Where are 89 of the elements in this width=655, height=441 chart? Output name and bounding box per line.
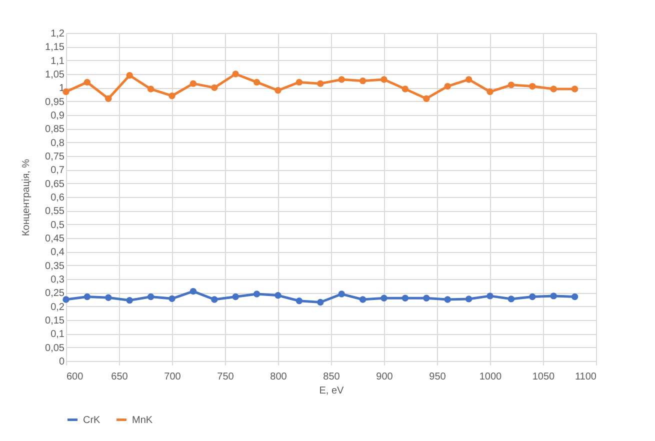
y-tick-label: 1,2 (50, 28, 65, 40)
y-tick-label: 0,05 (45, 342, 65, 354)
y-tick-label: 0,2 (50, 302, 65, 313)
point (508, 82, 515, 88)
point (274, 87, 282, 94)
point (338, 290, 345, 298)
point (359, 296, 366, 303)
x-tick-label: 650 (111, 372, 128, 382)
x-tick-label: 800 (270, 372, 288, 382)
y-tick-label: 1,15 (45, 42, 65, 54)
point (444, 82, 451, 90)
point (274, 292, 282, 299)
point (423, 294, 430, 302)
point (486, 292, 494, 300)
x-tick-label: 700 (164, 372, 182, 382)
point (84, 78, 91, 86)
x-tick-label: 900 (376, 372, 394, 382)
point (126, 72, 133, 79)
point (529, 293, 536, 300)
point (105, 95, 112, 102)
y-tick-label: 0,3 (50, 274, 65, 286)
point (84, 293, 91, 300)
point (380, 76, 388, 83)
point (571, 86, 578, 92)
point (62, 296, 70, 303)
point (486, 88, 494, 96)
y-tick-label: 0,9 (50, 110, 65, 122)
y-tick-label: 0,25 (45, 288, 65, 300)
legend-label: CrK (83, 414, 101, 426)
point (465, 76, 472, 83)
y-tick-label: 0,8 (50, 138, 65, 149)
point (253, 290, 260, 298)
point (190, 288, 197, 295)
point (508, 296, 515, 302)
point (147, 86, 154, 92)
y-tick-label: 0 (58, 356, 65, 368)
point (402, 86, 409, 92)
point (232, 70, 239, 78)
x-tick-label: 950 (429, 372, 446, 382)
point (147, 293, 154, 300)
y-tick-label: 0,65 (45, 178, 65, 190)
y-tick-label: 0,1 (50, 329, 65, 340)
point (168, 92, 176, 100)
x-axis-title: E, eV (319, 386, 344, 396)
point (571, 293, 578, 300)
point (296, 78, 303, 86)
legend-label: MnK (132, 414, 153, 426)
x-tick-label: 1000 (479, 372, 502, 382)
point (465, 296, 472, 302)
point (550, 292, 557, 300)
point (296, 298, 303, 304)
y-tick-label: 0,45 (45, 234, 65, 244)
y-axis-title: Концентрація, % (21, 158, 32, 236)
point (253, 78, 260, 86)
y-tick-label: 0,7 (50, 165, 65, 176)
y-tick-label: 0,75 (45, 152, 65, 162)
y-tick-label: 0,95 (45, 96, 65, 108)
point (338, 76, 345, 83)
point (62, 88, 70, 96)
point (529, 82, 536, 90)
x-tick-label: 750 (217, 372, 234, 382)
point (211, 84, 218, 92)
point (380, 294, 388, 302)
point (211, 296, 218, 303)
y-tick-label: 0,5 (50, 220, 65, 231)
y-tick-label: 0,85 (45, 124, 65, 136)
x-tick-label: 1100 (574, 372, 597, 382)
point (317, 80, 324, 87)
x-tick-label: 600 (66, 372, 84, 382)
point (232, 293, 239, 300)
point (402, 294, 409, 302)
point (190, 80, 197, 87)
point (105, 294, 112, 301)
point (359, 77, 366, 84)
point (550, 86, 557, 92)
point (423, 95, 430, 102)
point (317, 298, 324, 306)
x-tick-label: 850 (323, 372, 340, 382)
y-tick-label: 0,6 (50, 192, 65, 204)
point (126, 296, 133, 304)
point (168, 295, 176, 302)
y-tick-label: 1,05 (45, 70, 65, 80)
y-tick-label: 0,55 (45, 206, 65, 218)
y-tick-label: 0,4 (50, 247, 65, 258)
y-tick-label: 0,15 (45, 316, 65, 326)
y-tick-label: 0,35 (45, 260, 65, 272)
x-tick-label: 1050 (532, 372, 556, 382)
y-tick-label: 1,1 (50, 56, 65, 67)
point (444, 296, 451, 303)
